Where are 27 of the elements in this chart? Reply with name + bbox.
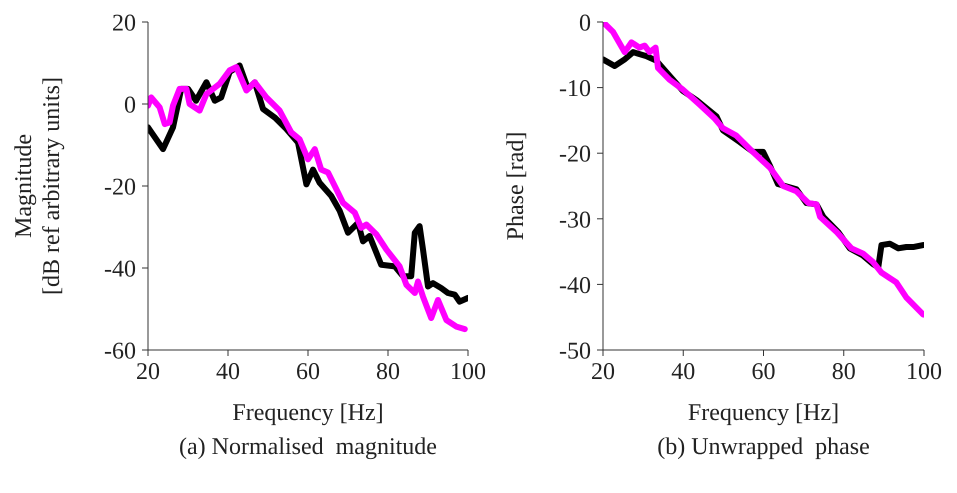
x-tick-label: 100 <box>450 359 486 386</box>
x-axis-title: Frequency [Hz] <box>232 400 384 426</box>
y-tick-label: -60 <box>104 338 136 365</box>
x-tick-label: 40 <box>216 359 240 386</box>
y-tick-label: -20 <box>104 174 136 201</box>
y-tick-label: -20 <box>559 142 591 168</box>
y-tick-label: -10 <box>559 76 591 102</box>
text: (b) Unwrapped phase <box>656 434 871 461</box>
x-axis-title: Frequency [Hz] <box>688 400 840 426</box>
x-tick-label: 20 <box>136 359 160 386</box>
y-tick-label: 20 <box>112 10 136 37</box>
y-tick-label: 0 <box>579 10 591 37</box>
x-tick-label: 20 <box>591 359 615 386</box>
x-tick-label: 80 <box>376 359 400 386</box>
text: (a) Normalised magnitude <box>178 434 438 461</box>
y-axis-title: Magnitude [dB ref arbitrary units] <box>11 77 65 295</box>
y-tick-label: -50 <box>559 338 591 365</box>
y-axis-title: Phase [rad] <box>503 132 529 240</box>
x-tick-label: 60 <box>296 359 320 386</box>
y-tick-label: -40 <box>559 272 591 299</box>
y-tick-label: -40 <box>104 256 136 283</box>
y-tick-label: -30 <box>559 207 591 234</box>
x-tick-label: 60 <box>752 359 776 386</box>
x-tick-label: 100 <box>906 359 942 386</box>
x-tick-label: 80 <box>832 359 856 386</box>
y-tick-label: 0 <box>124 92 136 119</box>
x-tick-label: 40 <box>671 359 696 386</box>
